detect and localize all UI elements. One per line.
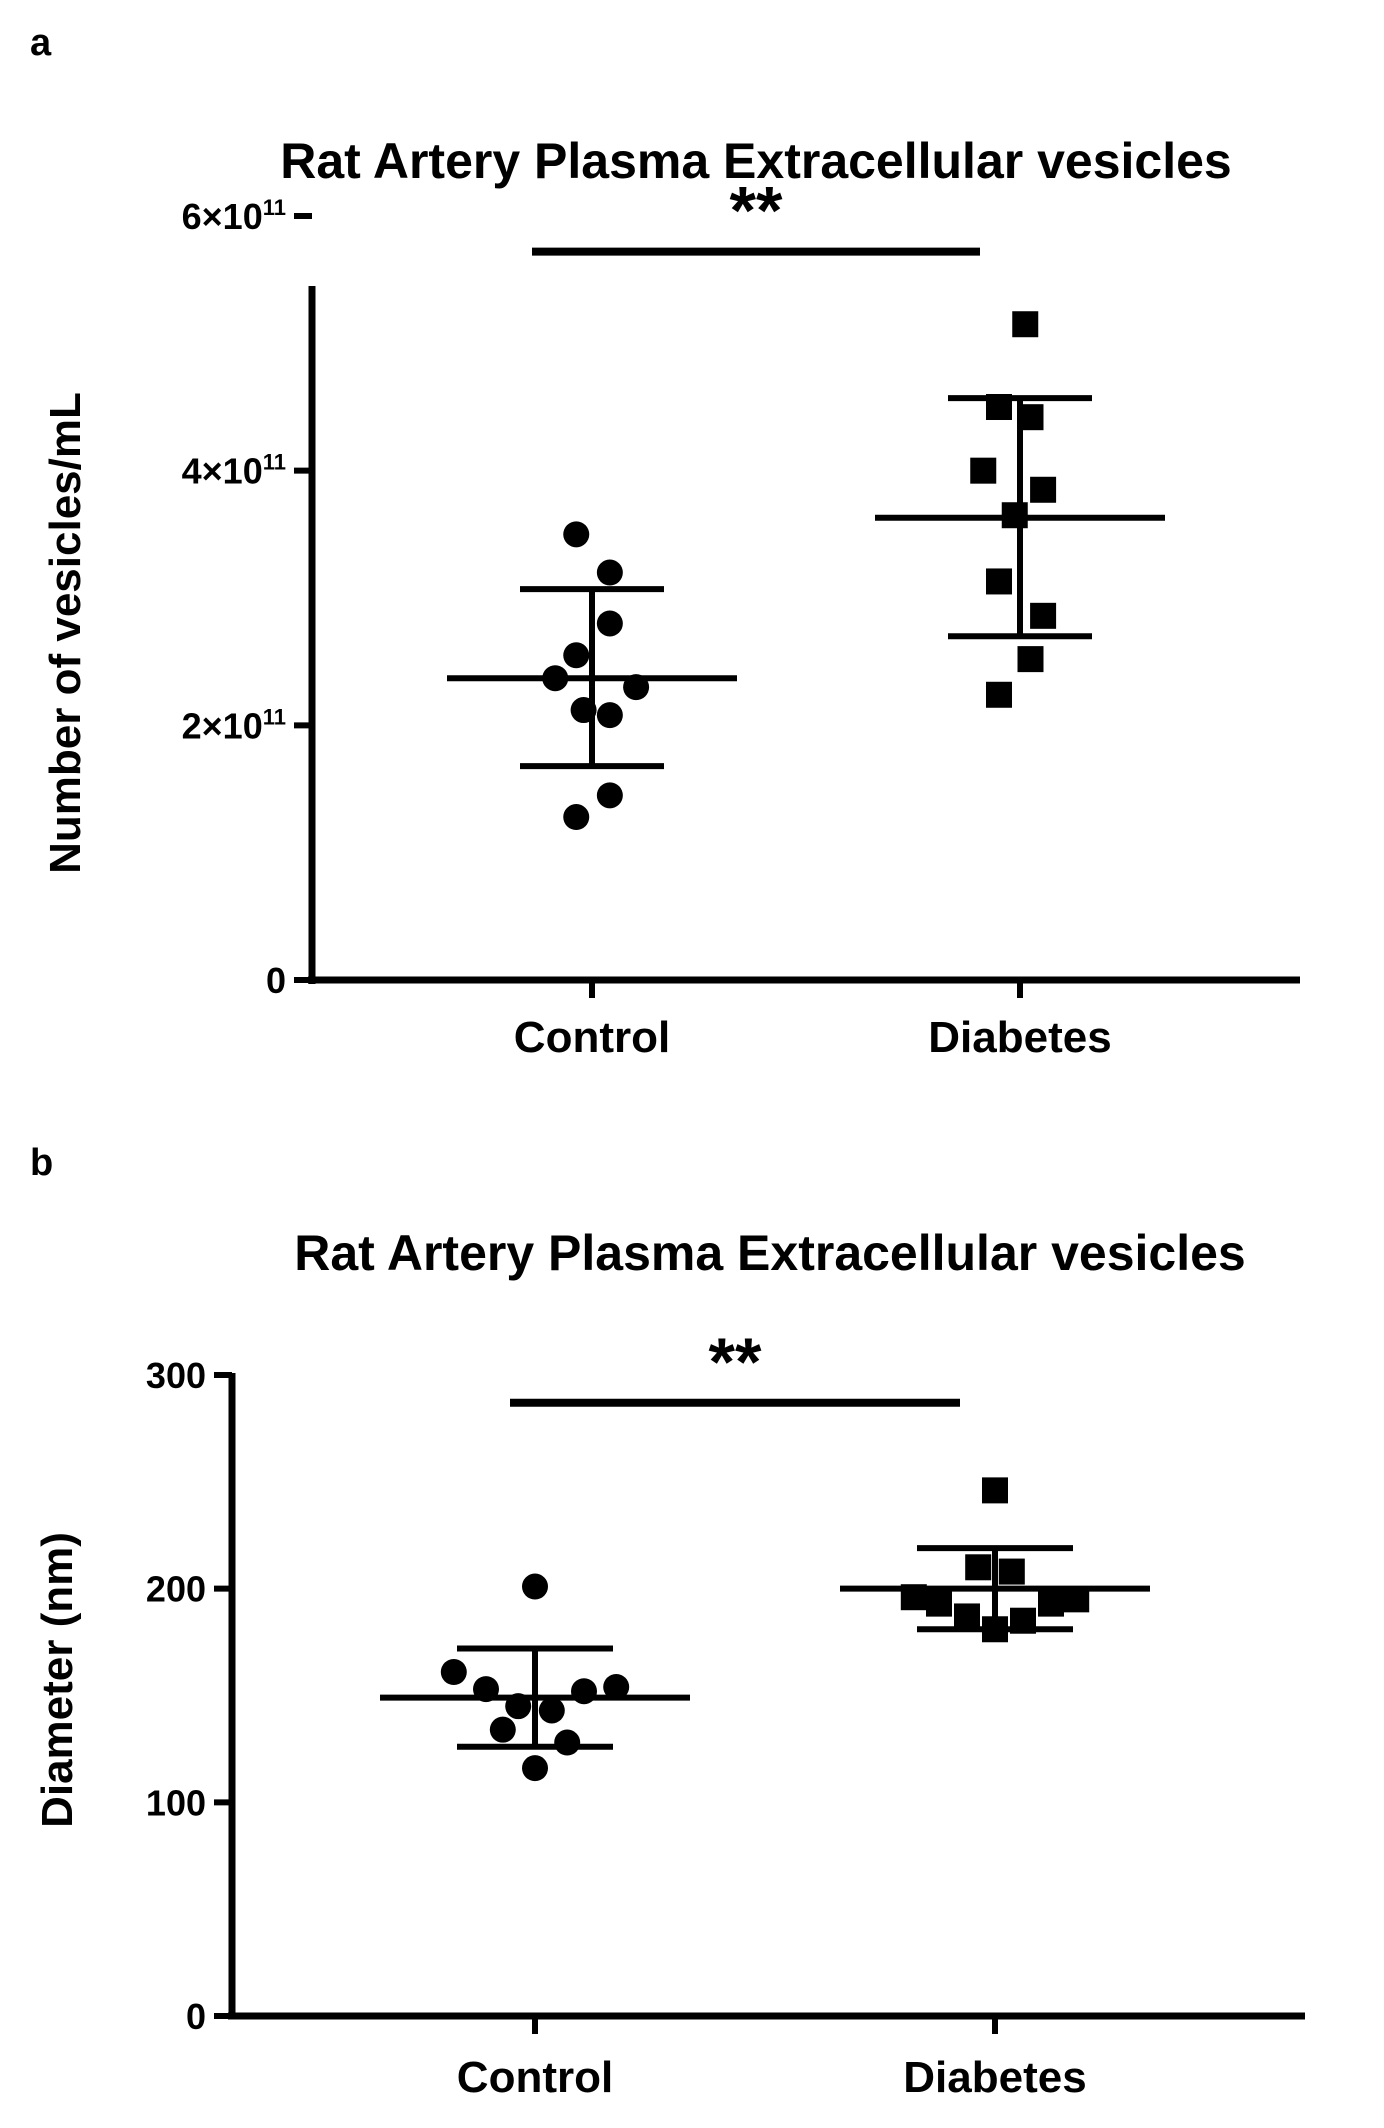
chart-a-point [596,610,623,637]
chart-b-point [522,1573,548,1600]
chart-a-point [1012,311,1039,338]
chart-a-title: Rat Artery Plasma Extracellular vesicles [280,133,1232,189]
chart-a-point [596,782,623,809]
svg-text:200: 200 [146,1569,206,1610]
chart-a-point [1030,476,1057,503]
chart-b-point [954,1603,980,1630]
svg-text:6×1011: 6×1011 [182,195,286,237]
svg-text:100: 100 [146,1782,206,1823]
chart-b-x-ticks: Control Diabetes [457,2016,1087,2102]
svg-text:300: 300 [146,1355,206,1396]
chart-b-title: Rat Artery Plasma Extracellular vesicles [294,1225,1246,1281]
chart-a-x-ticks: Control Diabetes [514,980,1112,1062]
chart-a-series-diabetes [875,311,1165,708]
chart-a-point [1030,602,1057,629]
chart-b-point [965,1554,992,1581]
panel-a-label: a [30,22,52,64]
chart-b-series-diabetes [840,1477,1150,1643]
chart-b-point [926,1590,952,1617]
chart-b-ytick: 200 [146,1569,232,1610]
chart-a-point [986,681,1012,708]
chart-b-point [522,1755,548,1782]
chart-a-y-axis-title: Number of vesicles/mL [41,392,90,874]
chart-b-series-control [380,1573,690,1782]
chart-b-point [538,1697,565,1724]
svg-text:0: 0 [266,960,286,1001]
chart-b-significance-label: ** [709,1324,762,1400]
chart-b-y-ticks: 0 100 200 300 [146,1355,232,2037]
chart-b-point [554,1729,581,1756]
chart-a-series-control [447,521,737,831]
chart-b-y-axis-title: Diameter (nm) [33,1532,82,1828]
chart-b-point [489,1716,516,1743]
chart-a-category-diabetes: Diabetes [928,1013,1111,1062]
chart-a-category-control: Control [514,1013,670,1062]
chart-a-marks [447,311,1165,831]
chart-a-point [563,521,590,548]
chart-a-ytick: 0 [266,960,312,1001]
chart-a-point [986,568,1012,595]
panel-b-label: b [30,1142,53,1184]
chart-b-marks [380,1477,1150,1782]
chart-a-point [596,559,623,586]
chart-b-ytick: 0 [186,1996,232,2037]
chart-a-point [1017,646,1044,673]
chart-b-category-control: Control [457,2053,613,2102]
chart-b-ytick: 100 [146,1782,232,1823]
panel-a: a Rat Artery Plasma Extracellular vesicl… [30,22,1300,1062]
chart-a-ytick: 6×1011 [182,195,312,237]
chart-a-ytick: 4×1011 [182,450,312,492]
svg-text:4×1011: 4×1011 [182,450,286,492]
chart-a-point [563,642,590,669]
svg-text:0: 0 [186,1996,206,2037]
panel-b: b Rat Artery Plasma Extracellular vesicl… [30,1142,1305,2102]
chart-a-significance-label: ** [730,173,783,249]
svg-text:2×1011: 2×1011 [182,704,286,746]
chart-b-category-diabetes: Diabetes [903,2053,1086,2102]
chart-a-y-ticks: 0 2×1011 4×1011 6×1011 [182,195,312,1001]
chart-b-point [603,1673,630,1700]
chart-b-point [982,1477,1008,1504]
chart-a-point [596,702,623,729]
chart-b-point [440,1658,467,1685]
chart-a-point [970,457,997,484]
chart-b-significance: ** [510,1324,960,1407]
chart-b-point [998,1558,1025,1585]
chart-a-point [563,804,590,831]
chart-a-significance: ** [532,173,980,256]
chart-a-ytick: 2×1011 [182,704,312,746]
chart-b-point [1038,1590,1064,1617]
chart-b-ytick: 300 [146,1355,232,1396]
